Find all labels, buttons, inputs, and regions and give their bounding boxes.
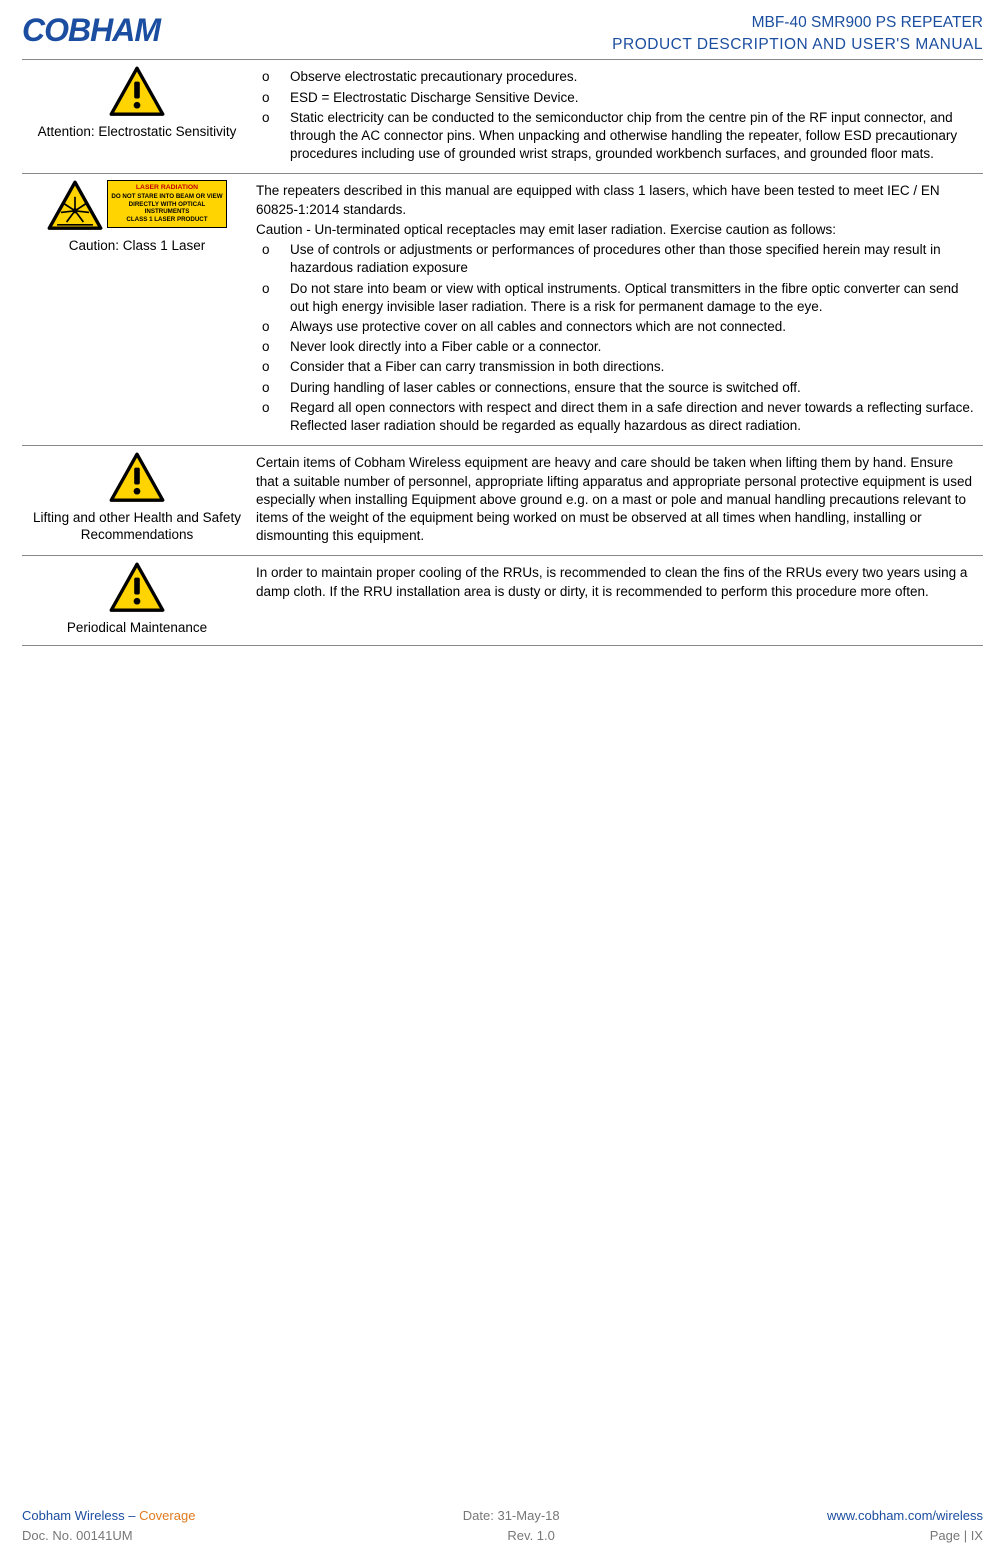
section-body-laser: The repeaters described in this manual a… <box>252 174 983 446</box>
laser-label-line: INSTRUMENTS <box>110 208 224 216</box>
bullet-item: oRegard all open connectors with respect… <box>256 399 979 435</box>
section-body-maintenance: In order to maintain proper cooling of t… <box>252 556 983 645</box>
laser-label-line: DIRECTLY WITH OPTICAL <box>110 201 224 209</box>
section-body-lifting: Certain items of Cobham Wireless equipme… <box>252 446 983 556</box>
doc-title-line1: MBF-40 SMR900 PS REPEATER <box>612 12 983 34</box>
bullet-marker: o <box>256 89 290 107</box>
bullet-item: oConsider that a Fiber can carry transmi… <box>256 358 979 376</box>
bullet-list: oObserve electrostatic precautionary pro… <box>256 68 979 163</box>
laser-label-line: LASER RADIATION <box>110 184 224 192</box>
section-caption: Attention: Electrostatic Sensitivity <box>26 124 248 141</box>
bullet-text: Do not stare into beam or view with opti… <box>290 280 979 316</box>
laser-label-line: DO NOT STARE INTO BEAM OR VIEW <box>110 193 224 201</box>
bullet-text: Observe electrostatic precautionary proc… <box>290 68 577 86</box>
footer-date: Date: 31-May-18 <box>463 1506 560 1526</box>
warning-triangle <box>109 452 165 505</box>
section-iconcell-laser: LASER RADIATIONDO NOT STARE INTO BEAM OR… <box>22 174 252 446</box>
bullet-text: During handling of laser cables or conne… <box>290 379 801 397</box>
footer-row-1: Cobham Wireless – Coverage Date: 31-May-… <box>22 1506 983 1526</box>
bullet-marker: o <box>256 399 290 435</box>
section-paragraph: Caution - Un-terminated optical receptac… <box>256 221 979 239</box>
bullet-list: oUse of controls or adjustments or perfo… <box>256 241 979 435</box>
footer-page: Page | IX <box>930 1526 983 1546</box>
bullet-item: oUse of controls or adjustments or perfo… <box>256 241 979 277</box>
doc-title-line2: PRODUCT DESCRIPTION AND USER'S MANUAL <box>612 34 983 56</box>
warning-triangle <box>109 562 165 615</box>
page-footer: Cobham Wireless – Coverage Date: 31-May-… <box>22 1506 983 1545</box>
laser-icon-group: LASER RADIATIONDO NOT STARE INTO BEAM OR… <box>26 180 248 233</box>
section-iconcell-esd: Attention: Electrostatic Sensitivity <box>22 60 252 174</box>
bullet-marker: o <box>256 379 290 397</box>
warning-triangle-icon <box>109 452 165 502</box>
safety-table: Attention: Electrostatic SensitivityoObs… <box>22 60 983 645</box>
section-row-maintenance: Periodical Maintenance In order to mainta… <box>22 556 983 645</box>
bullet-marker: o <box>256 280 290 316</box>
section-caption: Caution: Class 1 Laser <box>26 238 248 255</box>
footer-row-2: Doc. No. 00141UM Rev. 1.0 Page | IX <box>22 1526 983 1546</box>
section-caption: Lifting and other Health and Safety Reco… <box>26 510 248 544</box>
footer-left-1: Cobham Wireless – Coverage <box>22 1506 195 1526</box>
bullet-item: oAlways use protective cover on all cabl… <box>256 318 979 336</box>
bullet-text: Consider that a Fiber can carry transmis… <box>290 358 664 376</box>
bullet-marker: o <box>256 109 290 164</box>
section-row-laser: LASER RADIATIONDO NOT STARE INTO BEAM OR… <box>22 174 983 446</box>
bullet-text: Regard all open connectors with respect … <box>290 399 979 435</box>
warning-triangle-icon <box>109 66 165 116</box>
section-iconcell-lifting: Lifting and other Health and Safety Reco… <box>22 446 252 556</box>
bullet-marker: o <box>256 241 290 277</box>
warning-triangle <box>109 66 165 119</box>
brand-logo: COBHAM <box>22 12 160 49</box>
section-paragraph: Certain items of Cobham Wireless equipme… <box>256 454 979 545</box>
bullet-marker: o <box>256 318 290 336</box>
section-iconcell-maintenance: Periodical Maintenance <box>22 556 252 645</box>
doc-title-block: MBF-40 SMR900 PS REPEATER PRODUCT DESCRI… <box>612 12 983 55</box>
bullet-item: oNever look directly into a Fiber cable … <box>256 338 979 356</box>
laser-label-line: CLASS 1 LASER PRODUCT <box>110 216 224 224</box>
section-row-esd: Attention: Electrostatic SensitivityoObs… <box>22 60 983 174</box>
footer-docno: Doc. No. 00141UM <box>22 1526 133 1546</box>
bullet-item: oStatic electricity can be conducted to … <box>256 109 979 164</box>
bullet-text: ESD = Electrostatic Discharge Sensitive … <box>290 89 579 107</box>
bullet-marker: o <box>256 358 290 376</box>
footer-rev: Rev. 1.0 <box>507 1526 554 1546</box>
bullet-text: Static electricity can be conducted to t… <box>290 109 979 164</box>
page-header: COBHAM MBF-40 SMR900 PS REPEATER PRODUCT… <box>22 12 983 55</box>
footer-company: Cobham Wireless <box>22 1508 125 1523</box>
section-paragraph: The repeaters described in this manual a… <box>256 182 979 218</box>
section-body-esd: oObserve electrostatic precautionary pro… <box>252 60 983 174</box>
footer-sep: – <box>125 1508 139 1523</box>
section-row-lifting: Lifting and other Health and Safety Reco… <box>22 446 983 556</box>
section-paragraph: In order to maintain proper cooling of t… <box>256 564 979 600</box>
laser-warning-label: LASER RADIATIONDO NOT STARE INTO BEAM OR… <box>107 180 227 227</box>
laser-triangle-icon <box>47 180 103 230</box>
bullet-marker: o <box>256 338 290 356</box>
bullet-text: Never look directly into a Fiber cable o… <box>290 338 601 356</box>
bullet-text: Always use protective cover on all cable… <box>290 318 786 336</box>
warning-triangle-icon <box>109 562 165 612</box>
footer-url: www.cobham.com/wireless <box>827 1506 983 1526</box>
section-caption: Periodical Maintenance <box>26 620 248 637</box>
footer-coverage: Coverage <box>139 1508 195 1523</box>
bullet-item: oObserve electrostatic precautionary pro… <box>256 68 979 86</box>
bullet-item: oDuring handling of laser cables or conn… <box>256 379 979 397</box>
bullet-marker: o <box>256 68 290 86</box>
laser-triangle <box>47 180 103 233</box>
bullet-text: Use of controls or adjustments or perfor… <box>290 241 979 277</box>
bullet-item: oESD = Electrostatic Discharge Sensitive… <box>256 89 979 107</box>
bullet-item: oDo not stare into beam or view with opt… <box>256 280 979 316</box>
